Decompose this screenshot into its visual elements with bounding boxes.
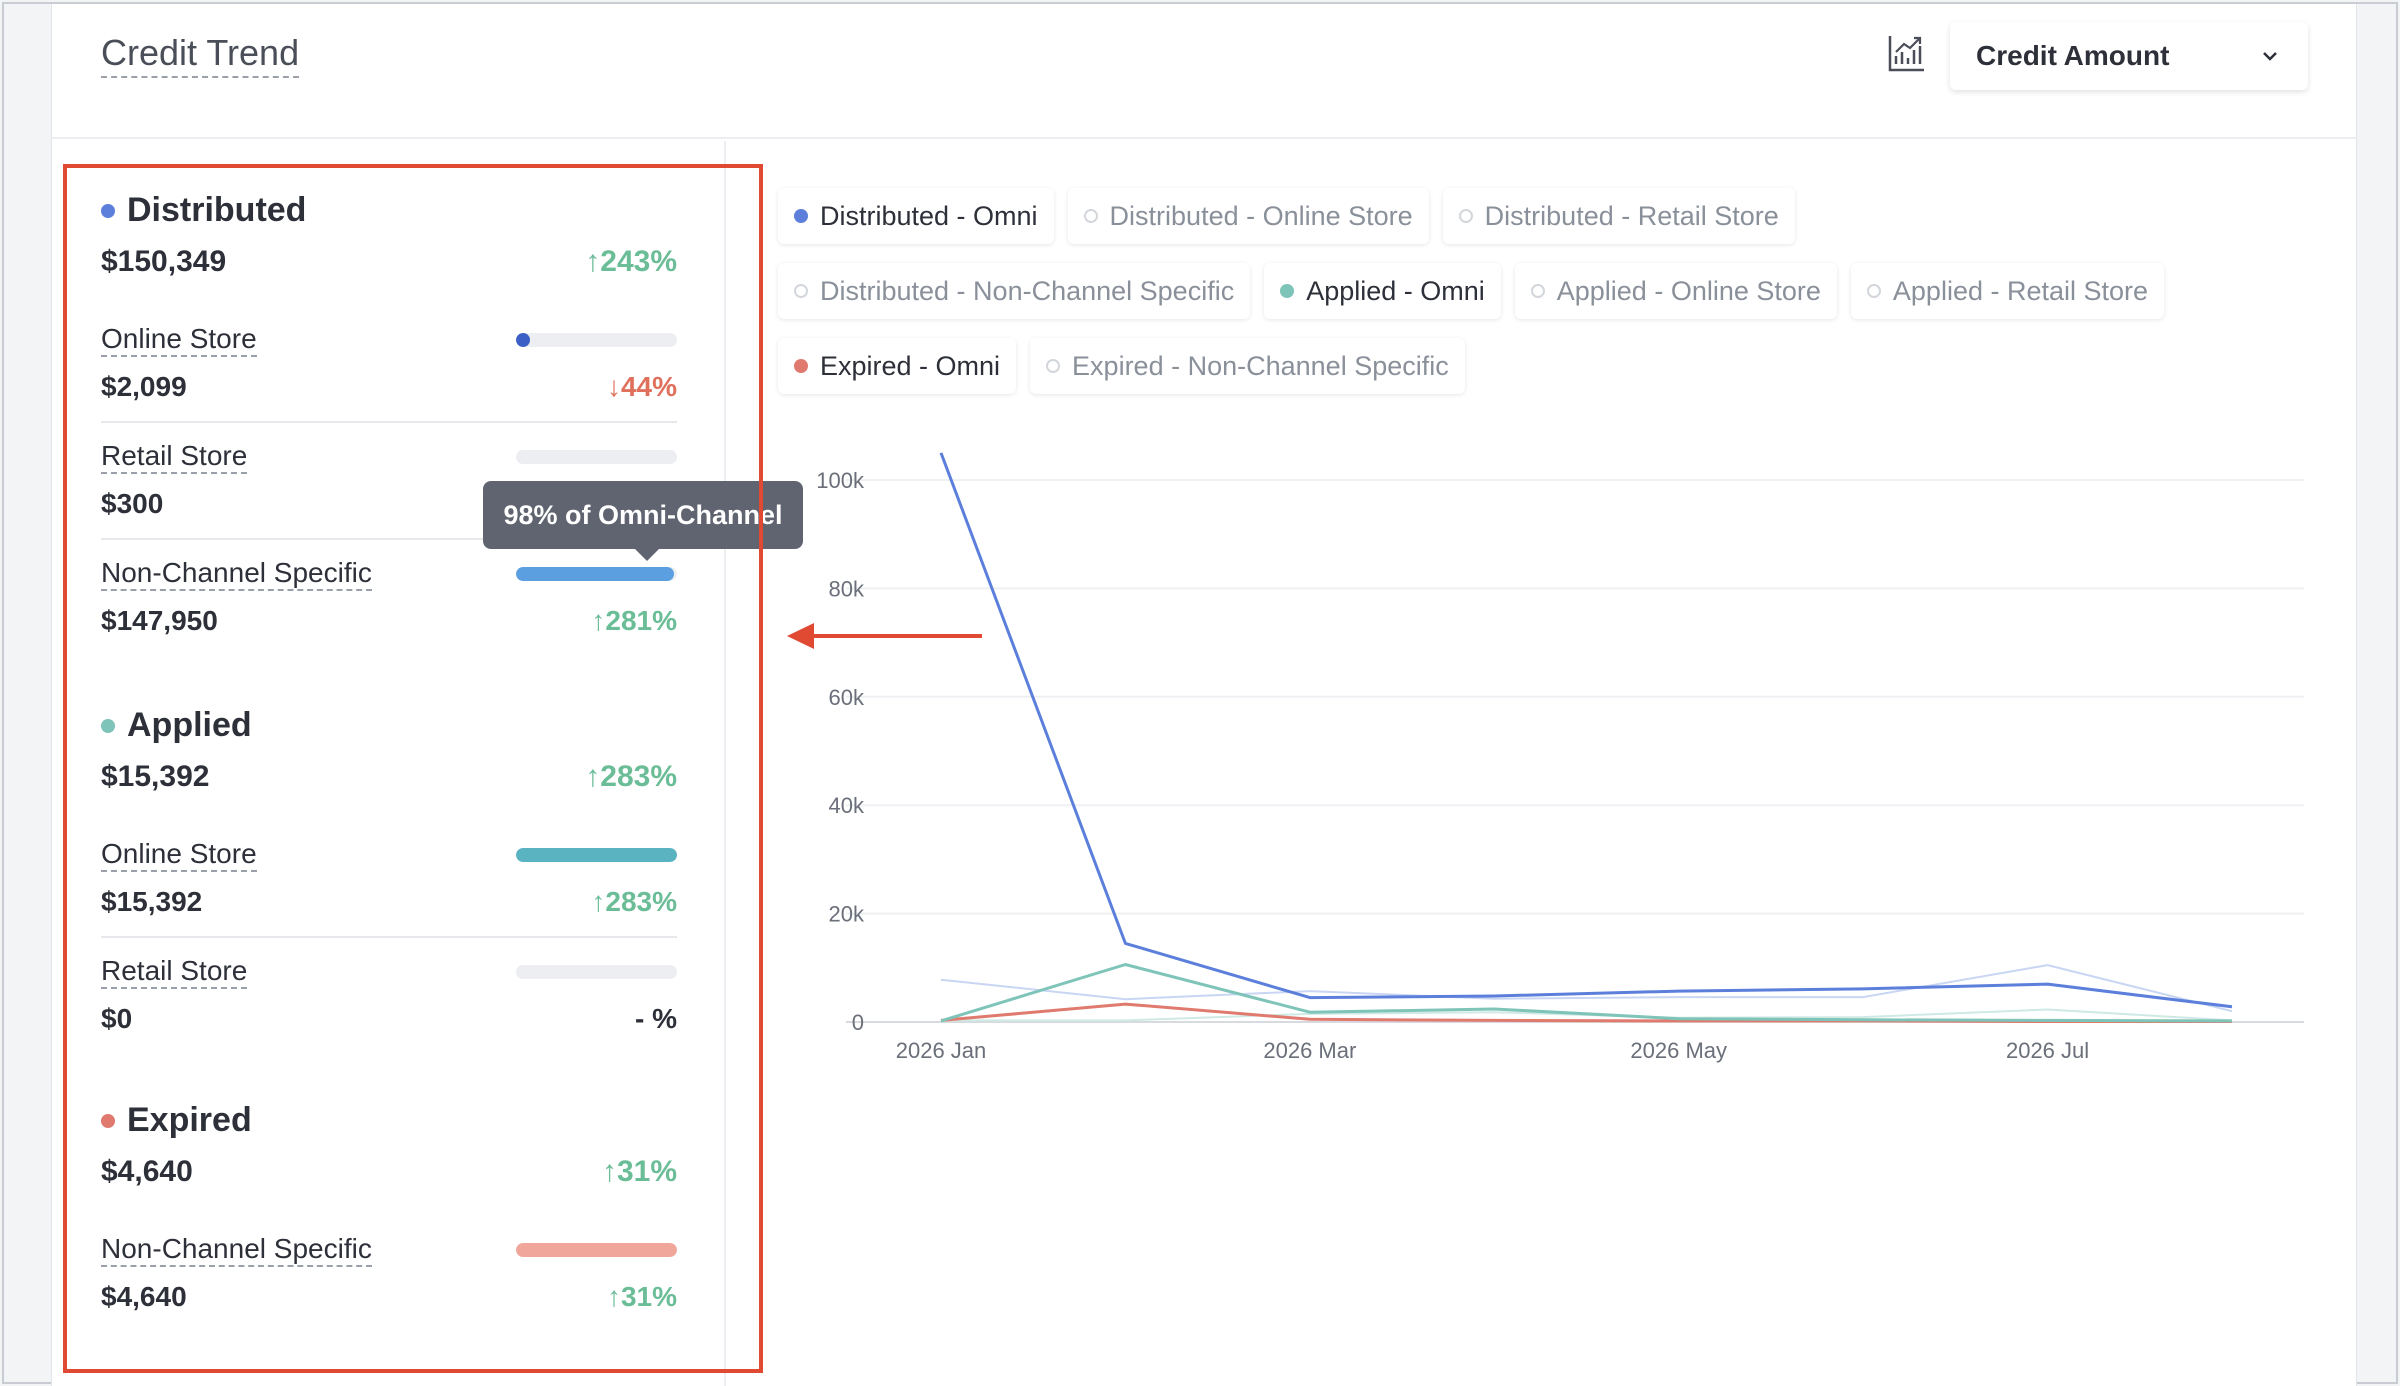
channel-share-bar[interactable] [516, 965, 677, 979]
x-tick-label: 2026 Jul [2006, 1038, 2089, 1063]
channel-label[interactable]: Non-Channel Specific [101, 557, 372, 591]
group-dot-expired [101, 1113, 115, 1128]
legend-item[interactable]: Distributed - Retail Store [1442, 188, 1795, 244]
y-tick-label: 80k [829, 576, 865, 601]
channel-value: $4,640 [101, 1281, 187, 1312]
legend-item[interactable]: Applied - Online Store [1514, 263, 1837, 319]
channel-share-fill [516, 567, 674, 581]
channel-label[interactable]: Online Store [101, 838, 257, 872]
channel-share-bar[interactable] [516, 848, 677, 862]
group-change-percent: ↑243% [585, 245, 677, 278]
legend-label: Distributed - Online Store [1109, 200, 1413, 231]
group-title-expired: Expired [101, 1101, 252, 1140]
channel-label[interactable]: Retail Store [101, 440, 248, 474]
group-dot-applied [101, 718, 115, 733]
legend-label: Expired - Omni [820, 350, 1001, 381]
channel-divider [101, 538, 677, 540]
legend-dot [794, 284, 808, 298]
group-title-distributed: Distributed [101, 191, 306, 230]
channel-divider [101, 421, 677, 423]
legend-item[interactable]: Expired - Non-Channel Specific [1030, 338, 1465, 394]
group-title-text: Expired [127, 1101, 252, 1139]
group-title-text: Applied [127, 706, 252, 744]
y-tick-label: 40k [829, 793, 865, 818]
group-title-applied: Applied [101, 706, 252, 745]
channel-share-fill [516, 848, 677, 862]
x-tick-label: 2026 Mar [1263, 1038, 1356, 1063]
card-title[interactable]: Credit Trend [101, 32, 300, 78]
channel-change-percent: ↑281% [591, 605, 677, 636]
channel-share-bar[interactable] [516, 333, 677, 347]
legend-item[interactable]: Expired - Omni [778, 338, 1017, 394]
legend-item[interactable]: Distributed - Non-Channel Specific [778, 263, 1251, 319]
channel-value: $15,392 [101, 886, 203, 917]
legend-label: Distributed - Retail Store [1484, 200, 1779, 231]
legend-dot [794, 359, 808, 373]
share-tooltip: 98% of Omni-Channel [483, 481, 803, 549]
share-tooltip-tail [635, 549, 659, 561]
credit-trend-chart: 0 20k 40k 60k 80k 100k 2026 Jan 2026 Mar 2026 Ma… [787, 452, 2304, 1063]
group-dot-distributed [101, 203, 115, 218]
metric-dropdown[interactable]: Credit Amount [1950, 22, 2308, 90]
legend-label: Expired - Non-Channel Specific [1072, 350, 1449, 381]
channel-divider [101, 936, 677, 938]
legend-item[interactable]: Distributed - Omni [778, 188, 1054, 244]
channel-value: $0 [101, 1003, 133, 1034]
channel-change-percent: ↑283% [591, 886, 677, 917]
chevron-down-icon [2263, 52, 2277, 61]
legend-dot [1458, 209, 1473, 223]
series-line[interactable] [939, 452, 2233, 1009]
y-tick-label: 100k [816, 468, 865, 493]
channel-share-bar[interactable] [516, 567, 677, 581]
legend-dot [794, 209, 808, 223]
channel-share-bar[interactable] [516, 1243, 677, 1257]
legend-label: Applied - Omni [1306, 275, 1485, 306]
group-change-percent: ↑31% [601, 1155, 677, 1188]
channel-label[interactable]: Non-Channel Specific [101, 1233, 372, 1267]
annotation-arrow-head [787, 623, 814, 649]
breakdown-panel: Distributed $150,349 ↑243% Online Store $2,0… [52, 141, 726, 1386]
legend-label: Distributed - Omni [820, 200, 1038, 231]
legend-label: Distributed - Non-Channel Specific [820, 275, 1235, 306]
group-title-text: Distributed [127, 191, 307, 229]
legend-label: Applied - Retail Store [1892, 275, 2149, 306]
channel-label[interactable]: Retail Store [101, 955, 248, 989]
channel-change-percent: ↓44% [606, 371, 677, 402]
series-line[interactable] [940, 964, 2233, 1013]
y-tick-label: 20k [829, 902, 865, 927]
channel-share-fill [516, 1243, 677, 1257]
channel-label[interactable]: Online Store [101, 323, 257, 357]
channel-value: $300 [101, 488, 164, 519]
metric-dropdown-label: Credit Amount [1976, 40, 2170, 71]
x-tick-label: 2026 Jan [896, 1038, 987, 1063]
x-tick-label: 2026 May [1630, 1038, 1727, 1063]
card-header: Credit Trend Credit Amount [52, 4, 2356, 139]
channel-change-percent: - % [635, 1003, 677, 1034]
chart-type-icon[interactable] [1886, 32, 1928, 74]
legend-item[interactable]: Applied - Omni [1264, 263, 1501, 319]
y-tick-label: 60k [829, 685, 865, 710]
group-change-percent: ↑283% [585, 760, 677, 793]
series-line[interactable] [940, 963, 2233, 1023]
channel-share-fill [516, 333, 530, 347]
channel-share-bar[interactable] [516, 450, 677, 464]
legend-dot [1530, 284, 1545, 298]
legend-item[interactable]: Applied - Retail Store [1850, 263, 2165, 319]
legend-dot [1046, 359, 1061, 373]
channel-value: $147,950 [101, 605, 218, 636]
group-total-value: $15,392 [101, 760, 210, 793]
group-total-value: $150,349 [101, 245, 227, 278]
channel-value: $2,099 [101, 371, 187, 402]
y-tick-label: 0 [852, 1010, 864, 1035]
legend-dot [1866, 284, 1881, 298]
legend-label: Applied - Online Store [1556, 275, 1821, 306]
channel-change-percent: ↑31% [606, 1281, 677, 1312]
legend-dot [1280, 284, 1295, 298]
group-total-value: $4,640 [101, 1155, 193, 1188]
legend-item[interactable]: Distributed - Online Store [1067, 188, 1429, 244]
credit-trend-card: Credit Trend Credit Amount Distributed $1… [51, 4, 2357, 1386]
legend-dot [1083, 209, 1098, 223]
